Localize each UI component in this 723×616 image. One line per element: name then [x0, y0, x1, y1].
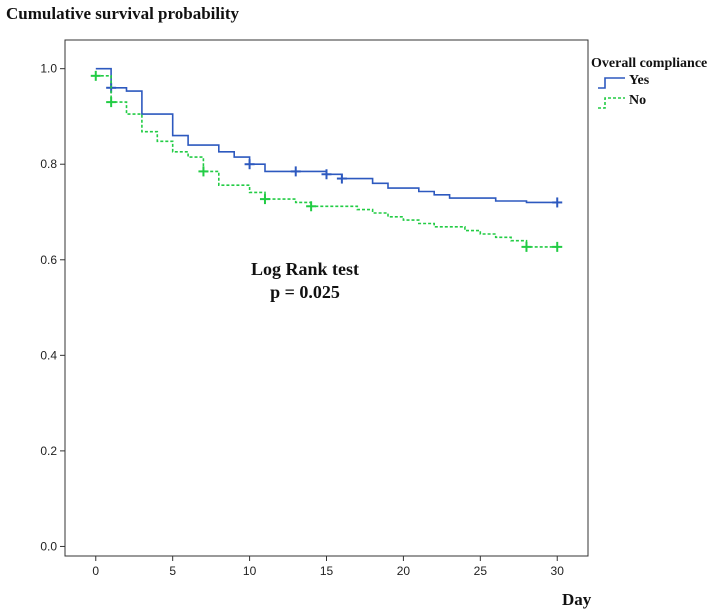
- annotation-line-1: Log Rank test: [250, 259, 359, 279]
- legend-label-yes: Yes: [629, 73, 650, 88]
- y-tick-label: 0.8: [40, 157, 57, 171]
- x-tick-label: 20: [397, 564, 411, 578]
- y-axis-title: Cumulative survival probability: [6, 4, 239, 23]
- y-tick-label: 0.0: [40, 539, 57, 553]
- series-line-no: [95, 75, 558, 248]
- y-tick-label: 0.2: [40, 444, 57, 458]
- series-line-yes: [95, 67, 558, 204]
- legend-item-no: No: [597, 92, 723, 112]
- y-tick-label: 0.6: [40, 253, 57, 267]
- legend-title: Overall compliance: [591, 56, 708, 71]
- x-tick-label: 15: [320, 564, 334, 578]
- x-tick-label: 5: [169, 564, 176, 578]
- y-tick-label: 0.4: [40, 348, 57, 362]
- legend-label-no: No: [629, 93, 647, 108]
- legend: Overall compliance Yes No: [591, 56, 723, 112]
- x-tick-label: 30: [551, 564, 565, 578]
- y-tick-label: 1.0: [40, 62, 57, 76]
- annotation-line-2: p = 0.025: [270, 282, 340, 302]
- legend-swatch-yes: [598, 77, 625, 89]
- x-tick-label: 10: [243, 564, 257, 578]
- legend-swatch-no: [598, 97, 625, 109]
- x-tick-label: 25: [474, 564, 488, 578]
- log-rank-annotation: Log Rank test p = 0.025: [235, 258, 375, 304]
- x-axis-title: Day: [562, 590, 592, 609]
- x-tick-label: 0: [92, 564, 99, 578]
- legend-item-yes: Yes: [597, 72, 723, 92]
